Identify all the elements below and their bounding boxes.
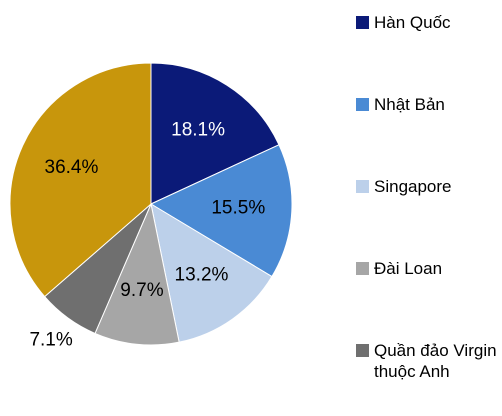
legend-item: Nhật Bản [356, 94, 498, 115]
legend-label: Nhật Bản [374, 95, 445, 114]
legend-swatch [356, 344, 369, 357]
data-label: 15.5% [211, 198, 265, 219]
legend-label: Quần đảo Virgin thuộc Anh [374, 341, 497, 381]
legend-swatch [356, 16, 369, 29]
legend-swatch [356, 180, 369, 193]
pie-slice [149, 144, 293, 278]
legend-swatch [356, 262, 369, 275]
pie-slice [9, 62, 152, 298]
legend-item: Đài Loan [356, 258, 498, 279]
legend-item: Singapore [356, 176, 498, 197]
pie-slice [150, 202, 273, 343]
legend-label: Singapore [374, 177, 452, 196]
pie-slice [150, 62, 280, 205]
data-label: 9.7% [120, 280, 163, 301]
data-label: 18.1% [171, 119, 225, 140]
legend-item: Quần đảo Virgin thuộc Anh [356, 340, 498, 382]
data-label: 7.1% [29, 330, 72, 351]
data-label: 36.4% [45, 157, 99, 178]
legend-item: Hàn Quốc [356, 12, 498, 33]
legend-swatch [356, 98, 369, 111]
legend-label: Hàn Quốc [374, 13, 451, 32]
data-label: 13.2% [175, 264, 229, 285]
pie-slice [94, 202, 180, 346]
legend-label: Đài Loan [374, 259, 443, 278]
